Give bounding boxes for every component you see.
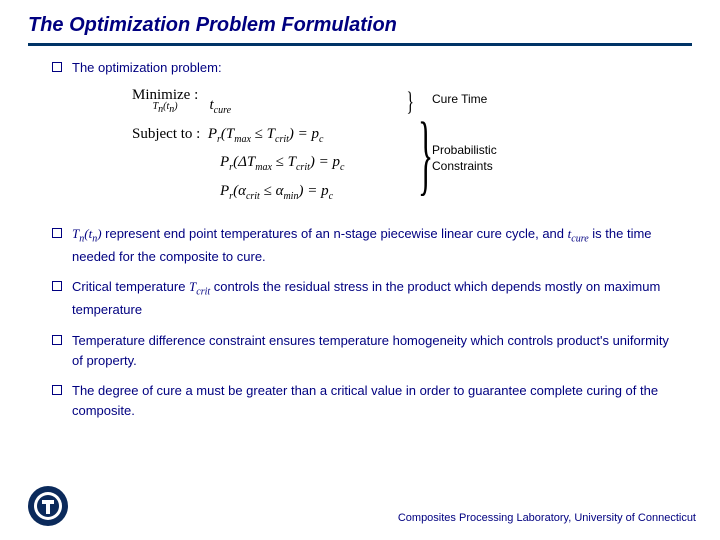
bullet-item: Tn(tn) represent end point temperatures …	[52, 224, 676, 267]
annotation-constraints: ProbabilisticConstraints	[432, 143, 497, 174]
bullet-square-icon	[52, 281, 62, 291]
math-block: Minimize :Tn(tn) tcure Subject to : Pr(T…	[52, 88, 676, 218]
bullet-item: The degree of cure a must be greater tha…	[52, 381, 676, 421]
slide-title: The Optimization Problem Formulation	[28, 14, 692, 37]
bullet-text: The optimization problem:	[72, 58, 676, 78]
bullet-square-icon	[52, 385, 62, 395]
bullet-item: The optimization problem:	[52, 58, 676, 78]
title-underline	[28, 43, 692, 46]
bullet-text: Tn(tn) represent end point temperatures …	[72, 224, 676, 267]
math-constraint-3: Pr(αcrit ≤ αmin) = pc	[132, 180, 344, 205]
footer-text: Composites Processing Laboratory, Univer…	[398, 512, 696, 524]
brace-icon: }	[406, 82, 413, 122]
brace-icon: }	[418, 110, 433, 200]
bullet-text: Temperature difference constraint ensure…	[72, 331, 676, 371]
bullet-item: Critical temperature Tcrit controls the …	[52, 277, 676, 320]
math-constraint-2: Pr(ΔTmax ≤ Tcrit) = pc	[132, 151, 344, 176]
annotation-cure-time: Cure Time	[432, 90, 487, 109]
bullet-text: Critical temperature Tcrit controls the …	[72, 277, 676, 320]
bullet-item: Temperature difference constraint ensure…	[52, 331, 676, 371]
bullet-square-icon	[52, 228, 62, 238]
math-subject-line: Subject to : Pr(Tmax ≤ Tcrit) = pc	[132, 123, 344, 148]
content-area: The optimization problem: Minimize :Tn(t…	[0, 58, 720, 421]
bullet-square-icon	[52, 335, 62, 345]
uconn-logo	[26, 484, 70, 528]
math-minimize-line: Minimize :Tn(tn) tcure	[132, 88, 344, 119]
bullet-square-icon	[52, 62, 62, 72]
bullet-text: The degree of cure a must be greater tha…	[72, 381, 676, 421]
